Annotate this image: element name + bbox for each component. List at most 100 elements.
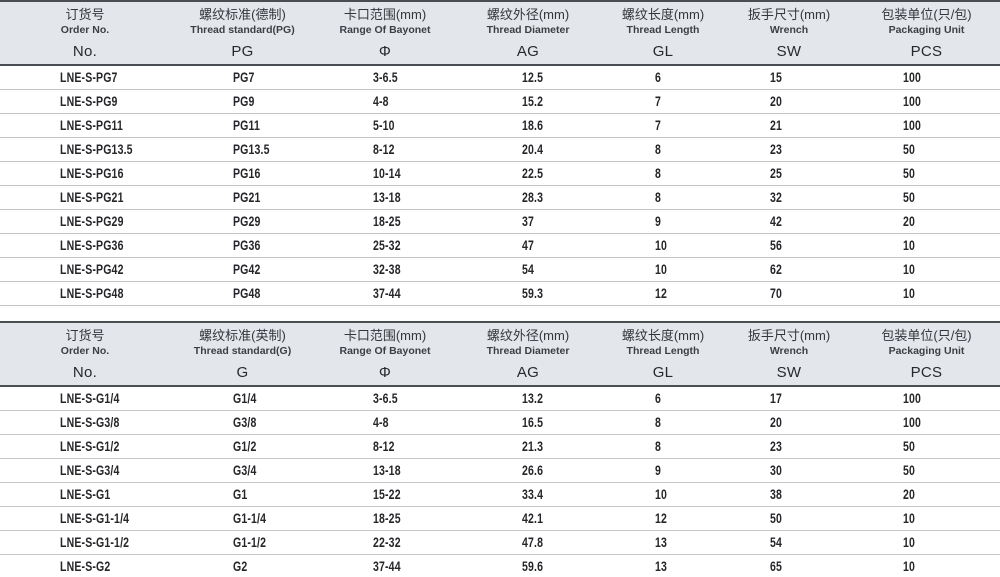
cell-bayonet-range: 37-44 [315,282,455,305]
cell-bayonet-range: 25-32 [315,234,455,257]
cell-thread-standard: G1/4 [170,387,315,410]
cell-value: 20.4 [522,142,544,157]
cell-value: LNE-S-G1/2 [60,439,120,454]
cell-value: 8 [655,190,662,205]
cell-packaging-unit: 10 [853,507,1000,530]
cell-value: 20 [903,214,916,229]
cell-thread-diameter: 59.6 [455,555,601,577]
cell-thread-standard: PG21 [170,186,315,209]
column-header-order-no-zh-label: 订货号 [65,328,105,343]
cell-value: 47.8 [522,535,544,550]
cell-order-no: LNE-S-G1-1/4 [0,507,170,530]
cell-value: 50 [903,439,916,454]
cell-value: 32 [770,190,783,205]
table-row: LNE-S-G1/4 G1/4 3-6.5 13.2 6 17 100 [0,387,1000,411]
cell-value: 10 [903,238,916,253]
cell-value: 16.5 [522,415,544,430]
column-header-thread-standard: 螺纹标准(德制) Thread standard(PG) PG [170,2,315,64]
column-header-thread-length: 螺纹长度(mm) Thread Length GL [601,2,725,64]
cell-thread-standard: PG36 [170,234,315,257]
cell-thread-length: 9 [601,459,725,482]
column-header-bayonet-range-zh-label: 卡口范围(mm) [343,328,427,343]
cell-value: 25-32 [373,238,401,253]
cell-bayonet-range: 37-44 [315,555,455,577]
cell-value: LNE-S-PG7 [60,70,118,85]
cell-value: 13 [655,559,668,574]
table-row: LNE-S-PG9 PG9 4-8 15.2 7 20 100 [0,90,1000,114]
cell-thread-diameter: 22.5 [455,162,601,185]
cell-thread-standard: G1-1/2 [170,531,315,554]
cell-value: 100 [903,415,922,430]
cell-thread-diameter: 13.2 [455,387,601,410]
cell-value: 9 [655,214,662,229]
cell-thread-diameter: 59.3 [455,282,601,305]
cell-packaging-unit: 10 [853,258,1000,281]
cell-thread-length: 8 [601,162,725,185]
cell-bayonet-range: 10-14 [315,162,455,185]
cell-bayonet-range: 22-32 [315,531,455,554]
cell-value: 8-12 [373,439,395,454]
cell-value: 21.3 [522,439,544,454]
column-header-packaging-unit-sym-label: PCS [910,43,943,60]
cell-value: G1/4 [233,391,257,406]
cell-order-no: LNE-S-PG7 [0,66,170,89]
column-header-thread-diameter-en-label: Thread Diameter [486,23,570,36]
cell-value: 15-22 [373,487,401,502]
cell-thread-diameter: 47 [455,234,601,257]
cell-order-no: LNE-S-G3/8 [0,411,170,434]
cell-thread-length: 10 [601,234,725,257]
column-header-wrench-size-zh-label: 扳手尺寸(mm) [747,7,831,22]
cell-wrench-size: 21 [725,114,853,137]
cell-value: 6 [655,70,662,85]
cell-value: 38 [770,487,783,502]
column-header-bayonet-range: 卡口范围(mm) Range Of Bayonet Φ [315,2,455,64]
cell-thread-diameter: 26.6 [455,459,601,482]
cell-value: 37-44 [373,286,401,301]
table-row: LNE-S-G2 G2 37-44 59.6 13 65 10 [0,555,1000,577]
cell-thread-length: 8 [601,435,725,458]
cell-order-no: LNE-S-PG48 [0,282,170,305]
column-header-wrench-size-sym-label: SW [776,43,802,60]
cell-value: 6 [655,391,662,406]
cell-value: 13.2 [522,391,544,406]
column-header-wrench-size: 扳手尺寸(mm) Wrench SW [725,2,853,64]
cell-value: 56 [770,238,783,253]
cell-value: 26.6 [522,463,544,478]
cell-value: 10 [655,487,668,502]
cell-value: 5-10 [373,118,395,133]
column-header-thread-diameter-zh-label: 螺纹外径(mm) [486,7,570,22]
column-header-packaging-unit-zh-label: 包装单位(只/包) [881,328,972,343]
cell-value: 10 [903,262,916,277]
g-thread-table: 订货号 Order No. No. 螺纹标准(英制) Thread standard(G… [0,321,1000,577]
cell-value: LNE-S-PG29 [60,214,124,229]
column-header-thread-length-sym-label: GL [652,43,674,60]
cell-value: 50 [903,166,916,181]
table-row: LNE-S-PG42 PG42 32-38 54 10 62 10 [0,258,1000,282]
cell-value: 12 [655,511,668,526]
cell-value: 33.4 [522,487,544,502]
cell-value: 12.5 [522,70,544,85]
column-header-thread-standard: 螺纹标准(英制) Thread standard(G) G [170,323,315,385]
cell-value: 23 [770,439,783,454]
cell-packaging-unit: 50 [853,138,1000,161]
cell-thread-length: 8 [601,138,725,161]
cell-value: 12 [655,286,668,301]
cell-value: 13-18 [373,190,401,205]
cell-value: 23 [770,142,783,157]
cell-thread-standard: G3/8 [170,411,315,434]
cell-packaging-unit: 20 [853,483,1000,506]
cell-value: G1-1/2 [233,535,267,550]
table-row: LNE-S-PG48 PG48 37-44 59.3 12 70 10 [0,282,1000,306]
cell-bayonet-range: 3-6.5 [315,66,455,89]
column-header-thread-standard-zh-label: 螺纹标准(英制) [199,328,286,343]
cell-value: 8-12 [373,142,395,157]
cell-value: 54 [770,535,783,550]
cell-value: LNE-S-G1-1/2 [60,535,130,550]
cell-value: 28.3 [522,190,544,205]
cell-order-no: LNE-S-G2 [0,555,170,577]
cell-thread-length: 7 [601,90,725,113]
cell-value: PG36 [233,238,261,253]
cell-packaging-unit: 100 [853,387,1000,410]
cell-value: 3-6.5 [373,391,398,406]
